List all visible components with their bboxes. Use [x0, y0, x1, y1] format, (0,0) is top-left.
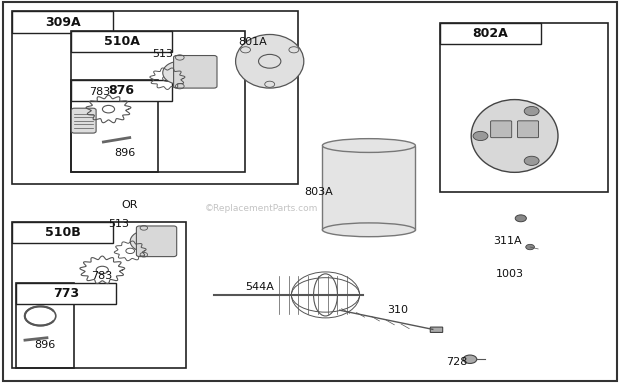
FancyBboxPatch shape: [174, 56, 217, 88]
Text: 510A: 510A: [104, 35, 140, 47]
Circle shape: [524, 156, 539, 165]
Text: 1003: 1003: [496, 269, 524, 279]
FancyBboxPatch shape: [430, 327, 443, 332]
Text: 801A: 801A: [239, 37, 267, 47]
Text: 783: 783: [89, 87, 110, 97]
Text: 513: 513: [152, 49, 173, 59]
FancyBboxPatch shape: [490, 121, 511, 138]
Text: ©ReplacementParts.com: ©ReplacementParts.com: [205, 204, 318, 213]
Text: 802A: 802A: [472, 27, 508, 40]
FancyBboxPatch shape: [136, 226, 177, 257]
FancyBboxPatch shape: [12, 11, 113, 33]
Ellipse shape: [162, 61, 197, 84]
Text: 544A: 544A: [245, 282, 274, 292]
Text: 783: 783: [91, 271, 112, 281]
FancyBboxPatch shape: [12, 222, 113, 243]
Text: 728: 728: [446, 357, 467, 367]
Text: 310: 310: [388, 305, 409, 315]
FancyBboxPatch shape: [71, 108, 96, 133]
Text: 803A: 803A: [304, 187, 332, 196]
Text: 311A: 311A: [493, 236, 521, 246]
FancyBboxPatch shape: [440, 23, 541, 44]
Text: 876: 876: [108, 85, 135, 97]
Ellipse shape: [236, 34, 304, 88]
Text: 513: 513: [108, 219, 130, 229]
Circle shape: [526, 244, 534, 250]
Circle shape: [473, 131, 488, 141]
Ellipse shape: [322, 139, 415, 152]
Text: 896: 896: [34, 340, 55, 350]
Circle shape: [524, 106, 539, 116]
Ellipse shape: [471, 100, 558, 172]
FancyBboxPatch shape: [16, 283, 116, 304]
FancyBboxPatch shape: [71, 80, 172, 101]
Text: 309A: 309A: [45, 16, 81, 28]
Ellipse shape: [130, 231, 161, 252]
Ellipse shape: [322, 223, 415, 237]
FancyBboxPatch shape: [71, 31, 172, 52]
FancyBboxPatch shape: [322, 146, 415, 230]
Text: 510B: 510B: [45, 226, 81, 239]
Circle shape: [515, 215, 526, 222]
Text: 773: 773: [53, 288, 79, 300]
Text: OR: OR: [121, 200, 138, 210]
Circle shape: [463, 355, 477, 363]
Text: 896: 896: [115, 148, 136, 158]
FancyBboxPatch shape: [518, 121, 539, 138]
